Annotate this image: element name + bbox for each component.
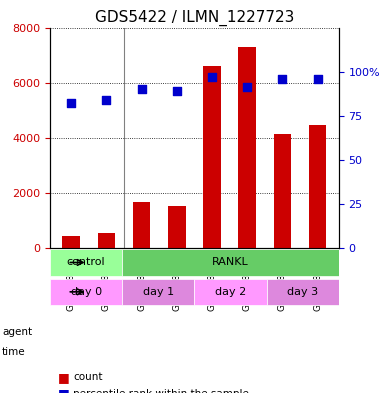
FancyBboxPatch shape (50, 279, 122, 305)
Point (280, 75, 286, 82)
Point (68, 100, 74, 107)
Bar (309, 125, 326, 248)
FancyBboxPatch shape (122, 279, 194, 305)
Bar (97, 233, 115, 248)
Point (139, 86, 145, 92)
Point (209, 74, 215, 80)
Text: percentile rank within the sample: percentile rank within the sample (73, 389, 249, 393)
Text: control: control (67, 257, 105, 268)
Bar (133, 202, 151, 248)
FancyBboxPatch shape (122, 249, 339, 276)
Point (315, 75, 321, 82)
Point (174, 88, 180, 94)
Text: count: count (73, 372, 103, 382)
Text: day 3: day 3 (287, 287, 318, 297)
Text: time: time (2, 347, 25, 357)
Text: RANKL: RANKL (212, 257, 249, 268)
Text: agent: agent (2, 327, 32, 337)
FancyBboxPatch shape (194, 279, 266, 305)
Text: ■: ■ (58, 387, 70, 393)
FancyBboxPatch shape (50, 249, 122, 276)
Bar (274, 134, 291, 248)
Text: day 2: day 2 (215, 287, 246, 297)
FancyBboxPatch shape (266, 279, 339, 305)
Bar (168, 206, 186, 248)
Text: ■: ■ (58, 371, 70, 384)
Title: GDS5422 / ILMN_1227723: GDS5422 / ILMN_1227723 (95, 10, 294, 26)
Point (103, 97, 109, 103)
Text: day 0: day 0 (70, 287, 102, 297)
Point (244, 84, 250, 90)
Bar (238, 47, 256, 248)
Bar (62, 236, 80, 248)
Bar (203, 66, 221, 248)
Text: day 1: day 1 (143, 287, 174, 297)
